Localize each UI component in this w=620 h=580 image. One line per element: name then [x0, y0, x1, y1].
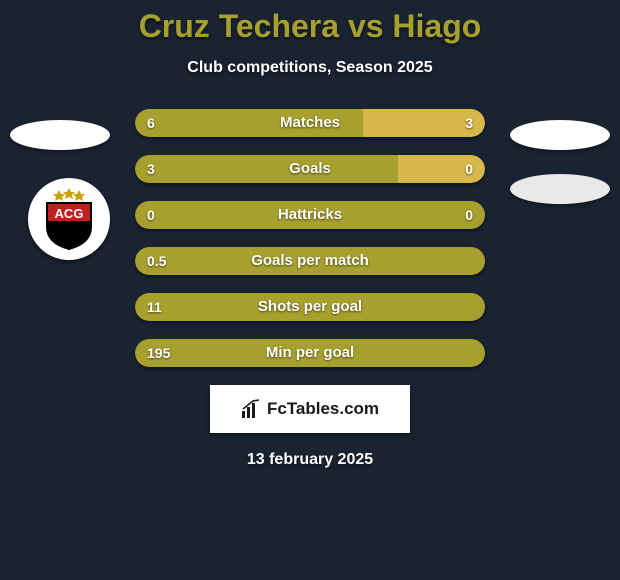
fctables-logo-icon — [241, 399, 261, 419]
bar-right — [398, 155, 486, 183]
player-left-oval-1 — [10, 120, 110, 150]
crest-text: ACG — [55, 206, 84, 221]
atletico-go-crest-icon: ACG — [39, 187, 99, 251]
stat-row-min-per-goal: Min per goal195 — [135, 339, 485, 367]
bar-left — [135, 339, 485, 367]
brand-badge: FcTables.com — [210, 385, 410, 433]
player-right-oval-1 — [510, 120, 610, 150]
bar-left — [135, 247, 485, 275]
player-right-oval-2 — [510, 174, 610, 204]
stat-row-goals-per-match: Goals per match0.5 — [135, 247, 485, 275]
club-badge-left: ACG — [28, 178, 110, 260]
bar-left — [135, 293, 485, 321]
bar-left — [135, 109, 363, 137]
comparison-bars: Matches63 Goals30 Hattricks00 Goals per mat… — [135, 109, 485, 367]
bar-right — [363, 109, 486, 137]
brand-text: FcTables.com — [267, 399, 379, 419]
footer-date: 13 february 2025 — [0, 451, 620, 469]
bar-left — [135, 201, 485, 229]
comparison-title: Cruz Techera vs Hiago — [0, 0, 620, 45]
stat-row-matches: Matches63 — [135, 109, 485, 137]
comparison-subtitle: Club competitions, Season 2025 — [0, 59, 620, 77]
bar-left — [135, 155, 398, 183]
stat-row-hattricks: Hattricks00 — [135, 201, 485, 229]
stat-row-goals: Goals30 — [135, 155, 485, 183]
stat-row-shots-per-goal: Shots per goal11 — [135, 293, 485, 321]
